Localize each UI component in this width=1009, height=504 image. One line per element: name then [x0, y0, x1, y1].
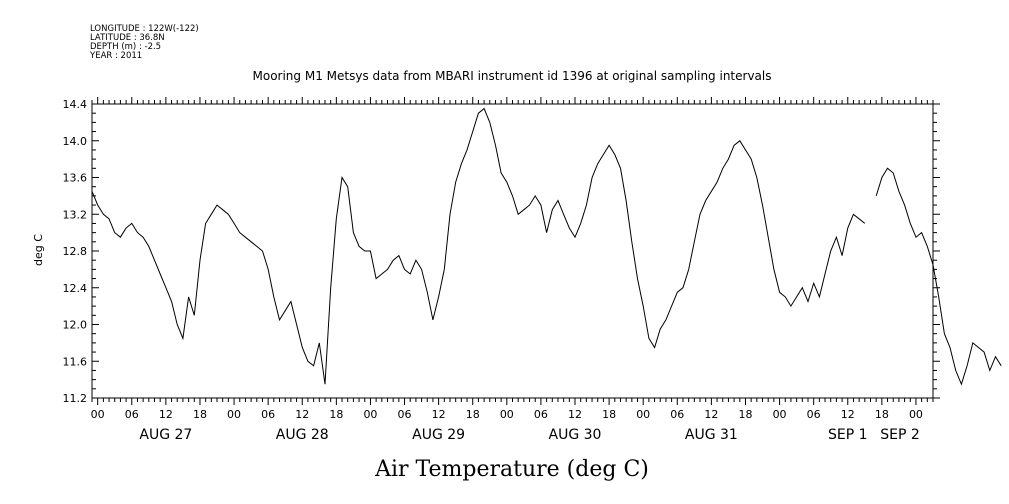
plot-frame: [91, 103, 934, 399]
y-tick-label: 11.6: [63, 355, 88, 368]
y-tick-label: 13.2: [63, 208, 88, 221]
x-tick-label: 00: [227, 408, 241, 421]
meta-line: DEPTH (m) : -2.5: [90, 42, 161, 52]
meta-line: YEAR : 2011: [89, 51, 142, 61]
y-tick-label: 12.4: [63, 282, 88, 295]
x-tick-label: 18: [466, 408, 480, 421]
meta-line: LATITUDE : 36.8N: [90, 33, 165, 43]
x-tick-label: 06: [807, 408, 821, 421]
x-date-label: SEP 2: [880, 427, 920, 443]
x-tick-label: 00: [363, 408, 377, 421]
x-axis-title: Air Temperature (deg C): [374, 457, 649, 482]
meta-line: LONGITUDE : 122W(-122): [90, 24, 199, 34]
x-tick-label: 12: [295, 408, 309, 421]
x-tick-label: 18: [193, 408, 207, 421]
y-tick-label: 11.2: [63, 392, 88, 405]
x-tick-label: 12: [704, 408, 718, 421]
x-date-label: AUG 31: [685, 427, 738, 443]
series-line: [875, 167, 1002, 386]
x-tick-label: 12: [159, 408, 173, 421]
y-axis-label: deg C: [32, 234, 45, 266]
x-date-label: AUG 29: [412, 427, 465, 443]
y-tick-label: 12.8: [63, 245, 88, 258]
chart-title: Mooring M1 Metsys data from MBARI instru…: [253, 69, 772, 83]
x-tick-label: 00: [636, 408, 650, 421]
x-tick-label: 12: [432, 408, 446, 421]
x-date-label: AUG 28: [276, 427, 329, 443]
x-tick-label: 06: [125, 408, 139, 421]
x-axis: 00 06 12 18 00 06 12 18 00 06 12 18 00 06 12 18 00 06 12 18…: [91, 97, 934, 443]
x-tick-label: 00: [91, 408, 105, 421]
x-tick-label: 06: [534, 408, 548, 421]
x-tick-label: 00: [500, 408, 514, 421]
x-tick-label: 06: [261, 408, 275, 421]
y-tick-label: 14.4: [63, 98, 88, 111]
x-tick-label: 00: [909, 408, 923, 421]
y-tick-label: 12.0: [63, 319, 88, 332]
series-line: [91, 107, 866, 385]
x-tick-label: 18: [875, 408, 889, 421]
x-tick-label: 18: [329, 408, 343, 421]
x-date-label: AUG 27: [139, 427, 192, 443]
x-tick-label: 18: [602, 408, 616, 421]
x-tick-label: 12: [841, 408, 855, 421]
x-date-label: AUG 30: [549, 427, 602, 443]
x-tick-label: 00: [773, 408, 787, 421]
x-tick-label: 06: [670, 408, 684, 421]
y-axis: 11.2 11.6 12.0 12.4 12.8 13.2 13.6 14.0 14.4: [63, 98, 940, 405]
series-layer: [91, 107, 1002, 386]
x-tick-label: 18: [738, 408, 752, 421]
y-tick-label: 13.6: [63, 172, 88, 185]
y-tick-label: 14.0: [63, 135, 88, 148]
x-date-label: SEP 1: [828, 427, 868, 443]
x-tick-label: 12: [568, 408, 582, 421]
x-tick-label: 06: [398, 408, 412, 421]
metadata-block: LONGITUDE : 122W(-122) LATITUDE : 36.8N …: [89, 24, 199, 61]
